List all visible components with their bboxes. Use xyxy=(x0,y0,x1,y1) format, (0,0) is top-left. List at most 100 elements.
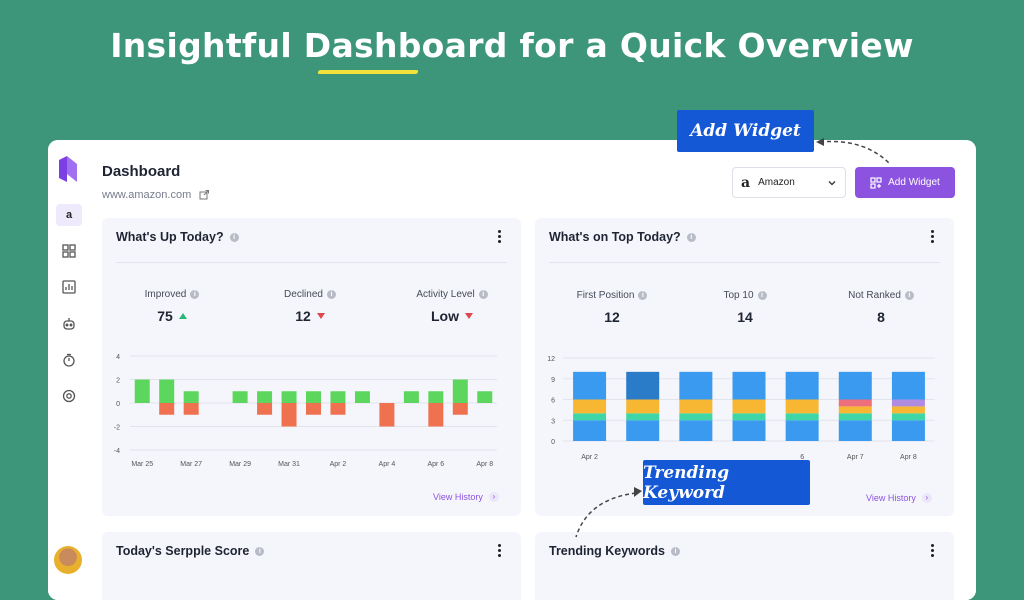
serpple-score-title-text: Today's Serpple Score xyxy=(116,544,250,558)
y-tick-label: -2 xyxy=(114,425,120,432)
metric-label: First Position xyxy=(576,290,635,301)
info-icon[interactable]: i xyxy=(478,290,488,299)
external-link-icon[interactable] xyxy=(199,190,210,200)
ranking-chart: 12 9 6 3 0 Apr 2 6 Apr 7 Apr 8 xyxy=(547,356,935,461)
trend-down-icon xyxy=(316,313,325,319)
y-tick-label: 3 xyxy=(551,418,555,425)
y-tick-label: 4 xyxy=(116,354,120,361)
bar-positive xyxy=(183,391,199,403)
x-tick-label: Apr 7 xyxy=(847,454,864,461)
metric-top-10: Top 10 i 14 xyxy=(695,290,795,325)
amazon-icon: a xyxy=(65,209,73,221)
bar-positive xyxy=(330,391,346,403)
site-url[interactable]: www.amazon.com xyxy=(102,189,210,201)
bar-positive xyxy=(257,391,273,403)
brand-logo-icon xyxy=(59,156,77,182)
bar-negative xyxy=(330,403,346,415)
robot-icon xyxy=(63,318,75,330)
x-tick-label: Apr 2 xyxy=(581,454,598,461)
stacked-bar-segment xyxy=(891,413,925,421)
info-icon[interactable]: i xyxy=(255,546,265,556)
view-history-link[interactable]: View History › xyxy=(433,492,499,502)
view-history-text: View History xyxy=(866,493,916,503)
x-tick-label: Apr 6 xyxy=(427,461,444,468)
x-tick-label: 6 xyxy=(800,454,804,461)
x-tick-label: Mar 27 xyxy=(180,461,202,468)
stacked-bar-segment xyxy=(679,420,713,441)
metric-activity-level: Activity Level i Low xyxy=(402,289,502,324)
hero-title: Insightful Dashboard for a Quick Overvie… xyxy=(110,26,914,65)
stacked-bar-segment xyxy=(785,371,819,400)
sidebar-item-timer[interactable] xyxy=(56,349,82,371)
bar-positive xyxy=(281,391,297,403)
x-tick-label: Mar 25 xyxy=(131,461,153,468)
sidebar-item-dashboard[interactable] xyxy=(56,240,82,262)
card-divider xyxy=(116,262,507,263)
trend-down-icon xyxy=(465,313,473,319)
sidebar-item-bot[interactable] xyxy=(56,313,82,335)
info-icon[interactable]: i xyxy=(229,232,239,242)
stacked-bar-segment xyxy=(679,399,713,414)
add-widget-button[interactable]: Add Widget xyxy=(855,167,955,198)
stacked-bar-segment xyxy=(573,420,607,441)
stacked-bar-segment xyxy=(785,420,819,441)
sidebar-item-amazon[interactable]: a xyxy=(56,204,82,226)
kebab-menu-icon[interactable] xyxy=(931,230,935,245)
grid-icon xyxy=(62,244,76,258)
main-content: Dashboard www.amazon.com a Amazon Add Wi… xyxy=(88,140,976,600)
user-avatar[interactable] xyxy=(54,546,82,574)
info-icon[interactable]: i xyxy=(638,291,648,300)
callout-arrow-add-widget xyxy=(816,138,891,165)
bar-positive xyxy=(452,379,468,403)
info-icon[interactable]: i xyxy=(904,291,914,300)
chevron-right-icon: › xyxy=(921,493,932,503)
stacked-bar-segment xyxy=(891,399,925,407)
trending-keywords-title: Trending Keywords i xyxy=(549,544,680,558)
bar-negative xyxy=(183,403,199,415)
add-widget-icon xyxy=(870,176,882,189)
bar-positive xyxy=(306,391,321,403)
kebab-menu-icon[interactable] xyxy=(931,544,935,559)
marketplace-select[interactable]: a Amazon xyxy=(732,167,846,198)
info-icon[interactable]: i xyxy=(190,290,200,299)
kebab-menu-icon[interactable] xyxy=(498,230,502,245)
info-icon[interactable]: i xyxy=(757,291,767,300)
kebab-menu-icon[interactable] xyxy=(498,544,502,559)
chevron-right-icon: › xyxy=(488,492,499,502)
y-tick-label: 2 xyxy=(116,378,120,385)
whats-up-title: What's Up Today? i xyxy=(116,230,239,244)
y-tick-label: 0 xyxy=(116,401,120,408)
site-url-text: www.amazon.com xyxy=(102,189,192,201)
metric-not-ranked: Not Ranked i 8 xyxy=(831,290,931,325)
sidebar-item-settings[interactable] xyxy=(56,385,82,407)
timer-icon xyxy=(63,353,75,367)
info-icon[interactable]: i xyxy=(671,546,680,556)
bar-positive xyxy=(134,379,150,403)
stacked-bar-segment xyxy=(891,371,925,400)
metric-label: Not Ranked xyxy=(848,290,901,301)
info-icon[interactable]: i xyxy=(686,232,696,242)
stacked-bar-segment xyxy=(626,413,660,421)
metric-value: 12 xyxy=(295,308,311,324)
metric-declined: Declined i 12 xyxy=(270,289,350,324)
page-title: Dashboard xyxy=(102,163,181,180)
sidebar-item-reports[interactable] xyxy=(56,276,82,298)
y-tick-label: 12 xyxy=(547,356,555,363)
view-history-text: View History xyxy=(433,492,483,502)
info-icon[interactable]: i xyxy=(326,290,336,299)
settings-icon xyxy=(62,389,76,403)
metric-label: Improved xyxy=(144,289,187,300)
trending-keyword-callout: Trending Keyword xyxy=(643,460,810,505)
on-top-title-text: What's on Top Today? xyxy=(549,230,681,244)
stacked-bar-segment xyxy=(679,371,713,400)
view-history-link[interactable]: View History › xyxy=(866,493,932,503)
metric-value: Low xyxy=(431,308,459,324)
bar-negative xyxy=(257,403,273,415)
stacked-bar-segment xyxy=(732,413,766,421)
stacked-bar-segment xyxy=(573,371,607,400)
stacked-bar-segment xyxy=(732,420,766,441)
stacked-bar-segment xyxy=(785,399,819,414)
bar-positive xyxy=(477,391,493,403)
amazon-logo-icon: a xyxy=(741,174,751,191)
bar-negative xyxy=(306,403,321,415)
